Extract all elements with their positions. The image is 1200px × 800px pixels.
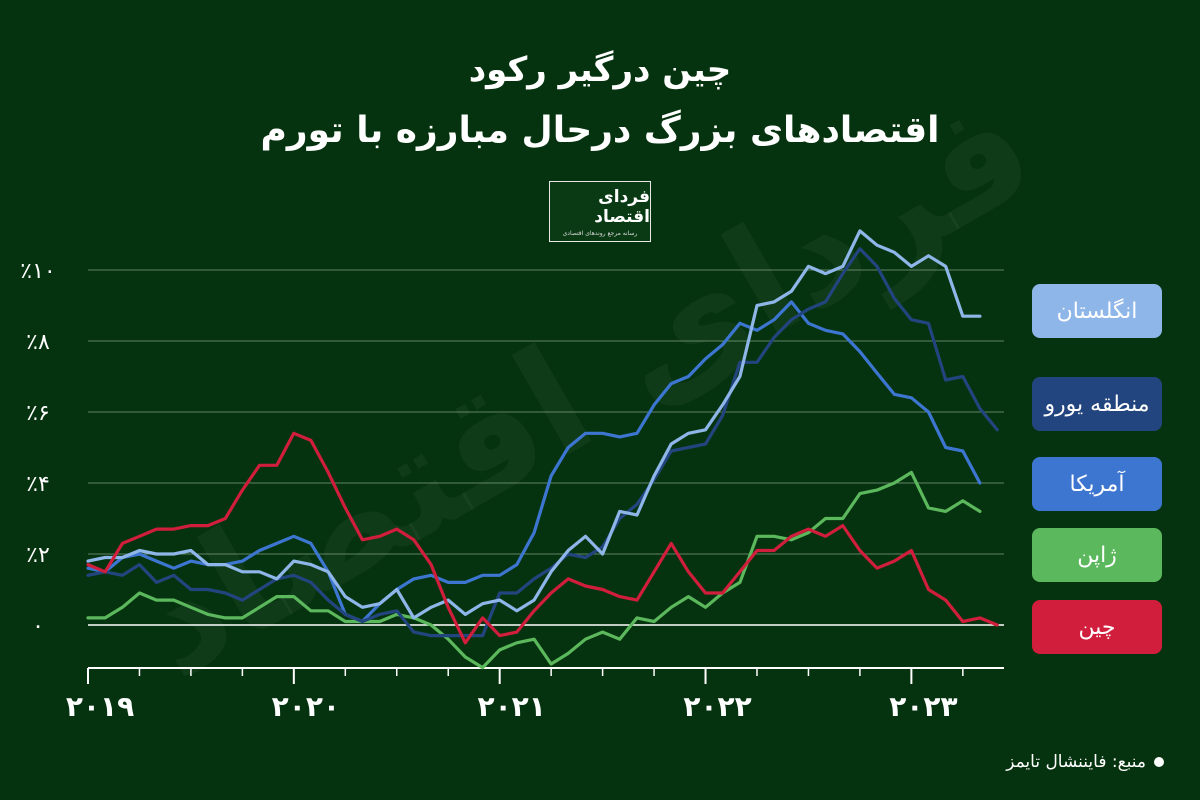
x-axis: ۲۰۱۹ ۲۰۲۰ ۲۰۲۱ ۲۰۲۲ ۲۰۲۳ (66, 667, 1004, 723)
x-tick-label-1: ۲۰۲۰ (272, 690, 340, 723)
y-tick-label-1: ٪۲ (26, 543, 50, 568)
legend-item-us: آمریکا (1032, 457, 1162, 511)
y-axis-tick-labels: ۰ ٪۲ ٪۴ ٪۶ ٪۸ ٪۱۰ (20, 259, 55, 639)
y-tick-label-4: ٪۸ (26, 330, 50, 355)
series-line-china (86, 431, 999, 645)
x-tick-label-3: ۲۰۲۲ (683, 690, 751, 723)
series-line-japan (86, 470, 982, 670)
y-tick-label-2: ٪۴ (26, 472, 50, 497)
legend-item-china: چین (1032, 600, 1162, 654)
legend-item-eurozone: منطقه یورو (1032, 377, 1162, 431)
legend-item-japan: ژاپن (1032, 528, 1162, 582)
chart-title-line-2: اقتصادهای بزرگ درحال مبارزه با تورم (260, 110, 940, 151)
legend-item-uk: انگلستان (1032, 284, 1162, 338)
logo-name: فردای اقتصاد (594, 186, 650, 227)
bullet-icon (1154, 757, 1164, 767)
source-note: منبع: فایننشال تایمز (1006, 752, 1164, 772)
series-lines (86, 229, 999, 670)
y-tick-label-3: ٪۶ (26, 401, 50, 426)
brand-logo: فردای اقتصاد رسانه مرجع روندهای اقتصادی (549, 181, 651, 242)
y-tick-label-5: ٪۱۰ (20, 259, 55, 284)
y-tick-label-0: ۰ (32, 614, 44, 639)
series-line-us (86, 300, 982, 624)
x-tick-label-4: ۲۰۲۳ (889, 690, 957, 723)
series-line-uk (86, 229, 982, 620)
x-tick-label-0: ۲۰۱۹ (66, 690, 134, 723)
series-line-eurozone (86, 247, 999, 638)
chart-title-line-1: چین درگیر رکود (468, 50, 732, 90)
logo-tagline: رسانه مرجع روندهای اقتصادی (562, 229, 638, 237)
source-text: منبع: فایننشال تایمز (1006, 752, 1146, 772)
x-tick-label-2: ۲۰۲۱ (478, 690, 546, 723)
